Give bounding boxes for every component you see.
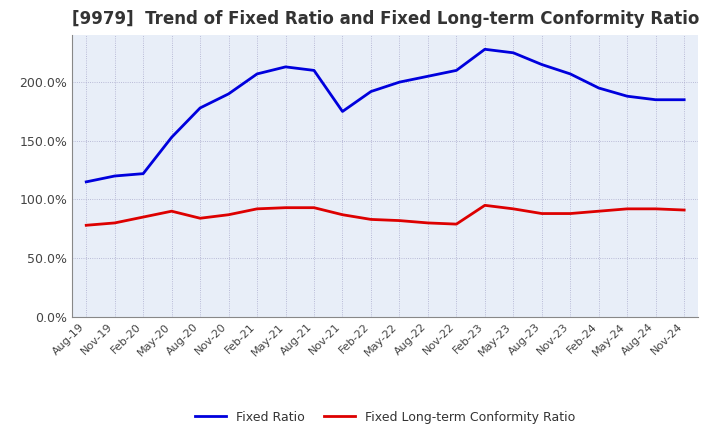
Fixed Ratio (480, 47, 489, 52)
Legend: Fixed Ratio, Fixed Long-term Conformity Ratio: Fixed Ratio, Fixed Long-term Conformity … (190, 406, 580, 429)
Fixed Ratio (139, 171, 148, 176)
Fixed Long-term Conformity Ratio (253, 206, 261, 212)
Fixed Ratio (652, 97, 660, 103)
Fixed Ratio (82, 179, 91, 184)
Fixed Long-term Conformity Ratio (595, 209, 603, 214)
Fixed Ratio (680, 97, 688, 103)
Line: Fixed Long-term Conformity Ratio: Fixed Long-term Conformity Ratio (86, 205, 684, 225)
Fixed Long-term Conformity Ratio (423, 220, 432, 226)
Fixed Long-term Conformity Ratio (566, 211, 575, 216)
Fixed Ratio (338, 109, 347, 114)
Fixed Ratio (282, 64, 290, 70)
Fixed Ratio (366, 89, 375, 94)
Fixed Ratio (253, 71, 261, 77)
Fixed Long-term Conformity Ratio (310, 205, 318, 210)
Fixed Long-term Conformity Ratio (480, 203, 489, 208)
Fixed Ratio (623, 94, 631, 99)
Fixed Long-term Conformity Ratio (196, 216, 204, 221)
Fixed Long-term Conformity Ratio (110, 220, 119, 226)
Fixed Ratio (167, 135, 176, 140)
Fixed Ratio (509, 50, 518, 55)
Fixed Ratio (452, 68, 461, 73)
Fixed Ratio (423, 73, 432, 79)
Fixed Long-term Conformity Ratio (623, 206, 631, 212)
Fixed Long-term Conformity Ratio (139, 214, 148, 220)
Fixed Long-term Conformity Ratio (652, 206, 660, 212)
Fixed Long-term Conformity Ratio (366, 217, 375, 222)
Fixed Long-term Conformity Ratio (395, 218, 404, 223)
Fixed Long-term Conformity Ratio (82, 223, 91, 228)
Fixed Ratio (395, 80, 404, 85)
Fixed Ratio (110, 173, 119, 179)
Fixed Long-term Conformity Ratio (509, 206, 518, 212)
Fixed Long-term Conformity Ratio (282, 205, 290, 210)
Title: [9979]  Trend of Fixed Ratio and Fixed Long-term Conformity Ratio: [9979] Trend of Fixed Ratio and Fixed Lo… (71, 10, 699, 28)
Fixed Ratio (537, 62, 546, 67)
Fixed Long-term Conformity Ratio (680, 207, 688, 213)
Fixed Long-term Conformity Ratio (167, 209, 176, 214)
Fixed Long-term Conformity Ratio (452, 221, 461, 227)
Fixed Ratio (595, 85, 603, 91)
Fixed Ratio (566, 71, 575, 77)
Fixed Long-term Conformity Ratio (338, 212, 347, 217)
Fixed Long-term Conformity Ratio (537, 211, 546, 216)
Line: Fixed Ratio: Fixed Ratio (86, 49, 684, 182)
Fixed Ratio (225, 91, 233, 96)
Fixed Long-term Conformity Ratio (225, 212, 233, 217)
Fixed Ratio (310, 68, 318, 73)
Fixed Ratio (196, 105, 204, 110)
